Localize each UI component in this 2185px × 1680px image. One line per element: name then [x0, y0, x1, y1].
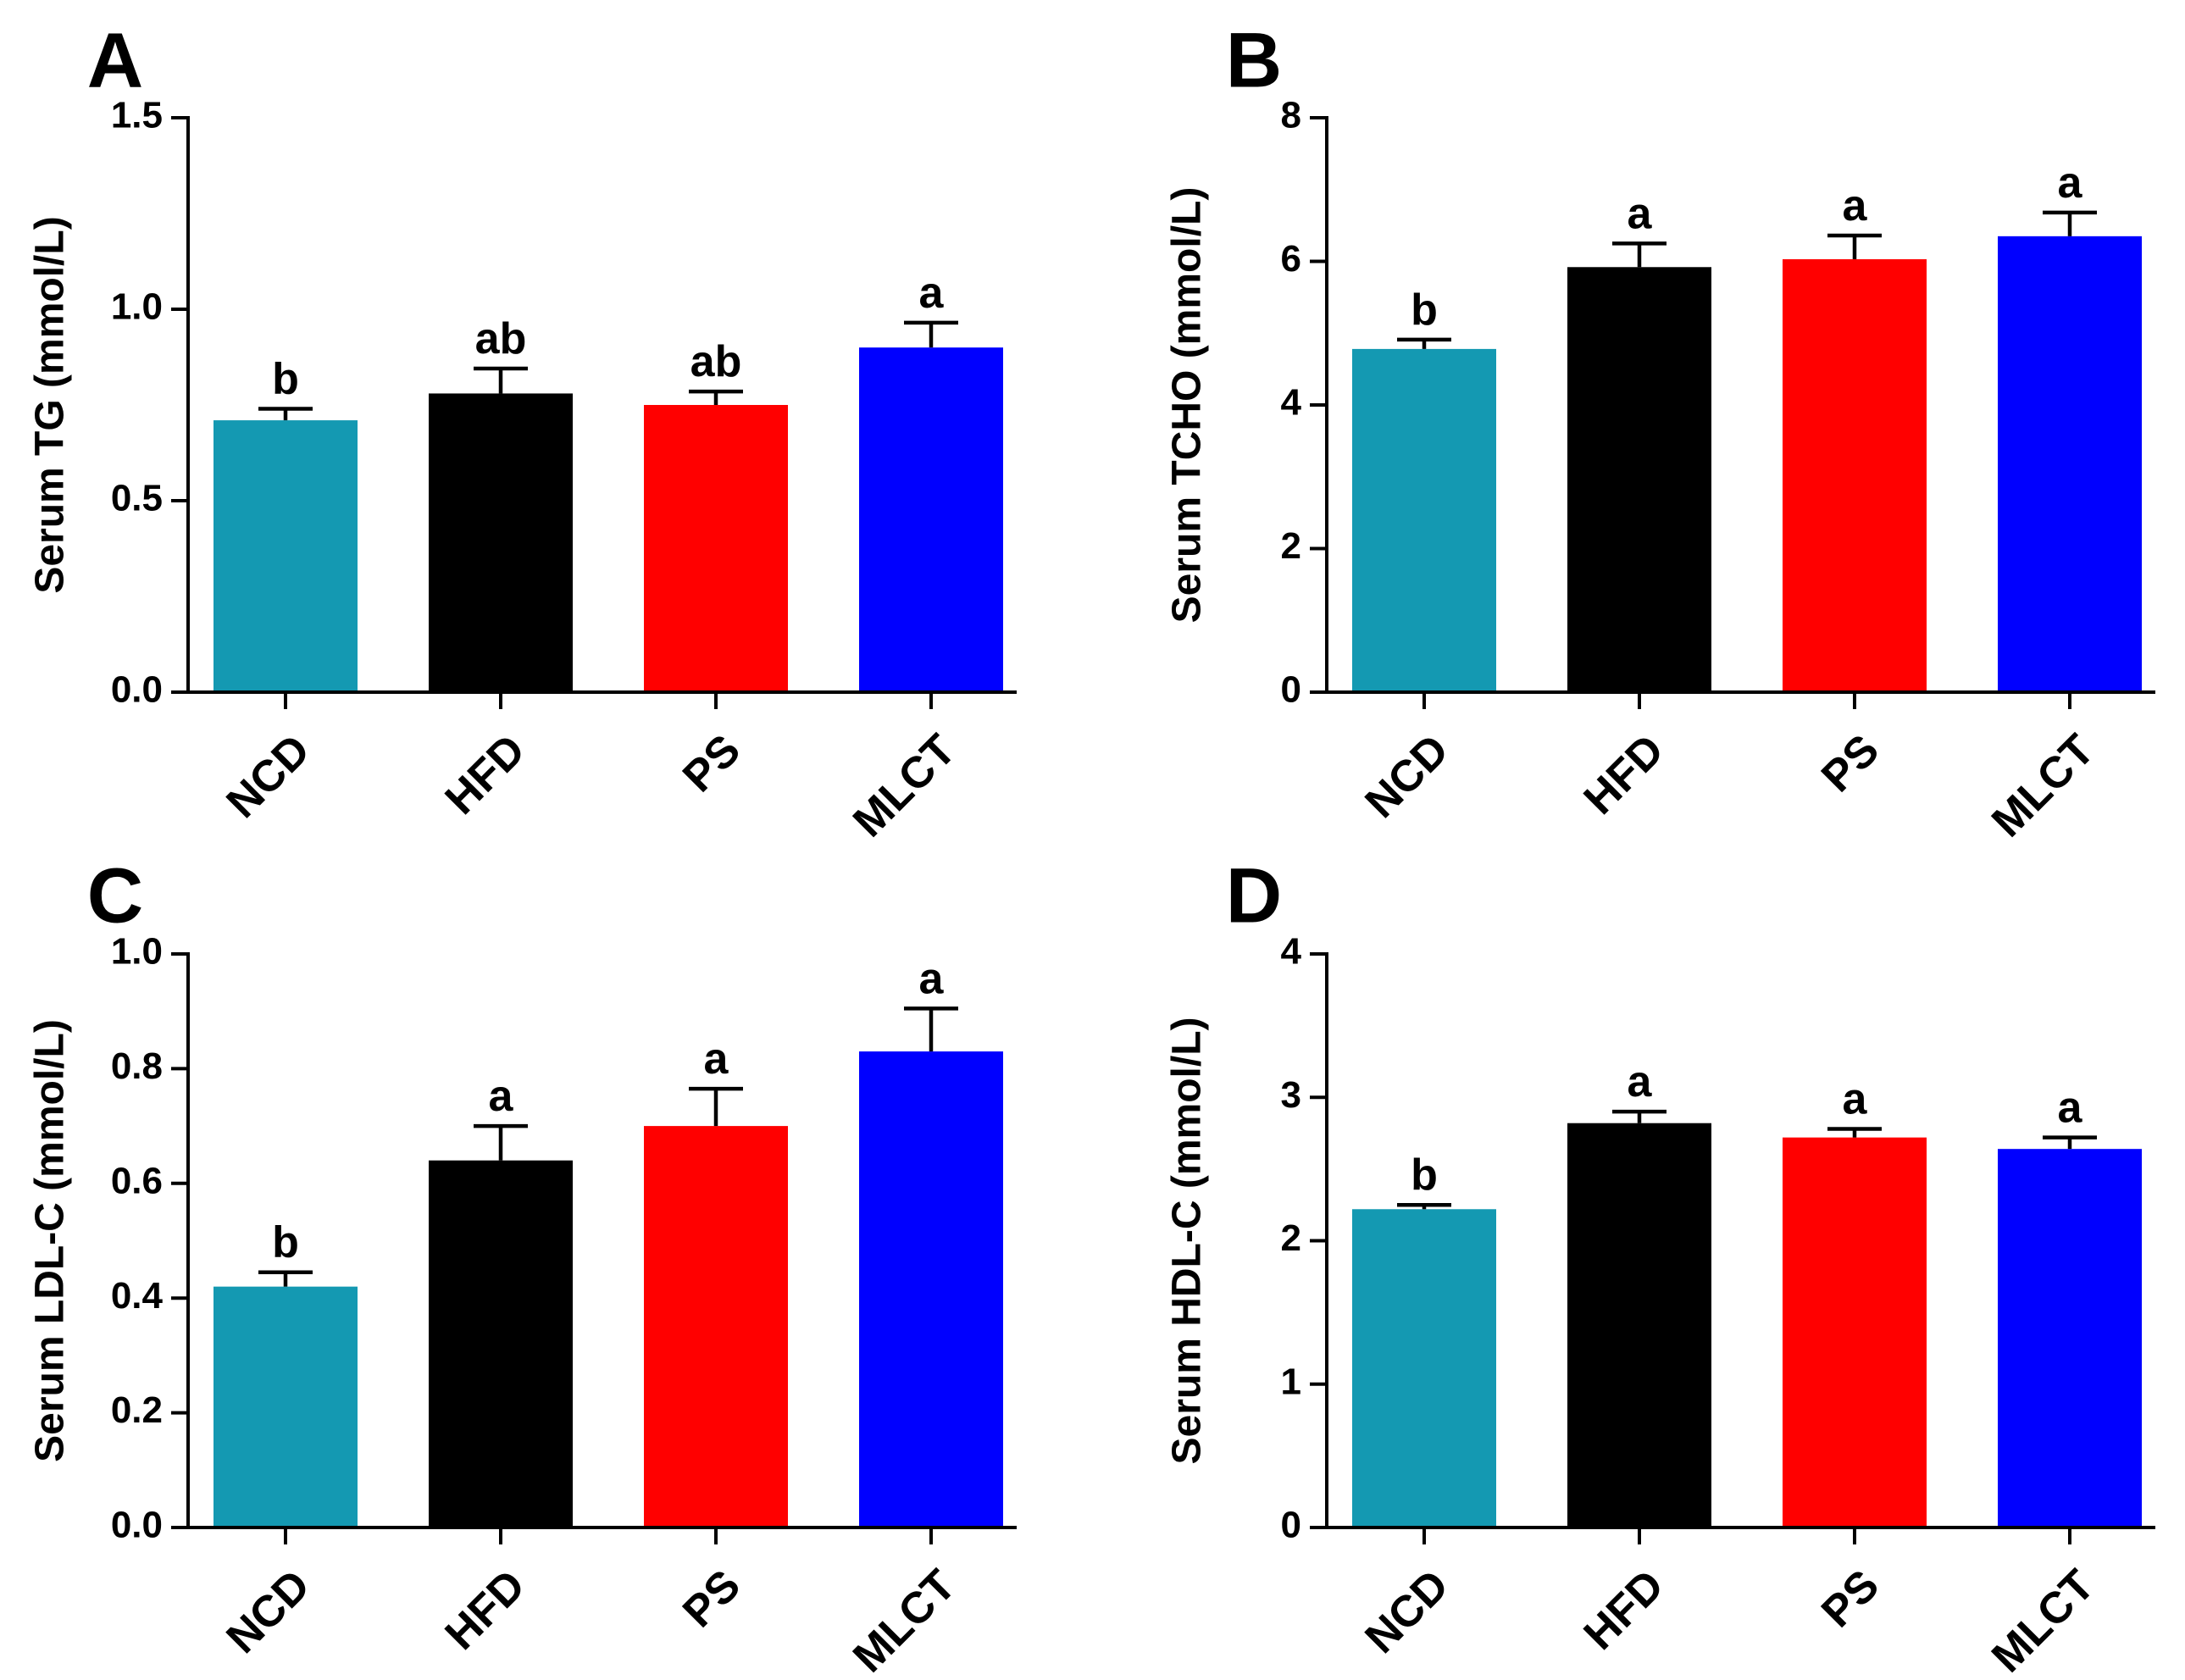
significance-label-ps: a: [1843, 1074, 1868, 1123]
y-tick-label: 2: [1281, 1217, 1301, 1259]
y-tick-label: 0.0: [111, 1505, 163, 1546]
bar-ncd: [1352, 348, 1496, 692]
x-tick-label-ncd: NCD: [1356, 1561, 1459, 1663]
significance-label-mlct: a: [919, 954, 945, 1003]
significance-label-hfd: a: [1628, 1057, 1653, 1106]
y-tick-label: 2: [1281, 525, 1301, 567]
x-tick-label-hfd: HFD: [1575, 725, 1674, 824]
bar-hfd: [1567, 267, 1711, 692]
y-tick-label: 0: [1281, 669, 1301, 711]
x-tick-label-ncd: NCD: [218, 725, 320, 828]
y-axis-label: Serum HDL-C (mmol/L): [1165, 1017, 1210, 1465]
significance-label-hfd: ab: [475, 314, 527, 363]
x-tick-label-mlct: MLCT: [844, 1561, 965, 1680]
y-tick-label: 8: [1281, 95, 1301, 136]
bar-mlct: [1998, 1149, 2142, 1528]
x-tick-label-mlct: MLCT: [1983, 725, 2104, 846]
significance-label-ncd: b: [272, 1218, 299, 1267]
y-tick-label: 3: [1281, 1074, 1301, 1116]
bar-hfd: [429, 393, 573, 692]
bar-ps: [644, 405, 788, 692]
x-tick-label-ncd: NCD: [218, 1561, 320, 1663]
panel-letter: C: [87, 852, 143, 939]
x-tick-label-hfd: HFD: [436, 725, 535, 824]
bar-mlct: [1998, 236, 2142, 692]
x-tick-label-ps: PS: [674, 1561, 750, 1637]
y-tick-label: 1.0: [111, 286, 163, 328]
y-tick-label: 0.6: [111, 1160, 163, 1201]
significance-label-mlct: a: [2058, 1084, 2083, 1133]
y-tick-label: 0.2: [111, 1389, 163, 1431]
y-axis-label: Serum LDL-C (mmol/L): [28, 1019, 73, 1462]
significance-label-ps: a: [1843, 181, 1868, 230]
x-tick-label-mlct: MLCT: [1983, 1561, 2104, 1680]
panel-c: C Serum LDL-C (mmol/L) b NCD a HFD a PS a MLCT 0.0…: [28, 852, 1017, 1680]
x-tick-label-ps: PS: [1812, 725, 1888, 801]
y-tick-label: 0.0: [111, 669, 163, 711]
significance-label-ncd: b: [272, 355, 299, 404]
x-tick-label-ncd: NCD: [1356, 725, 1459, 828]
significance-label-mlct: a: [919, 269, 945, 318]
y-tick-label: 1.0: [111, 931, 163, 973]
y-tick-label: 0.4: [111, 1275, 164, 1317]
bar-ncd: [214, 420, 358, 692]
panel-letter: B: [1226, 17, 1282, 103]
y-tick-label: 0.5: [111, 478, 163, 519]
significance-label-hfd: a: [1628, 189, 1653, 238]
y-tick-label: 0: [1281, 1505, 1301, 1546]
panel-d: D Serum HDL-C (mmol/L) b NCD a HFD a PS a MLCT 0 1 2…: [1165, 852, 2155, 1680]
bar-ps: [644, 1126, 788, 1528]
significance-label-mlct: a: [2058, 158, 2083, 208]
panel-a: A Serum TG (mmol/L) b NCD ab HFD ab PS a MLCT 0.0 0…: [28, 17, 1017, 846]
significance-label-ps: ab: [690, 337, 742, 386]
significance-label-ps: a: [704, 1034, 729, 1084]
bar-ps: [1783, 258, 1927, 692]
significance-label-ncd: b: [1411, 286, 1438, 335]
x-tick-label-hfd: HFD: [436, 1561, 535, 1660]
x-tick-label-ps: PS: [674, 725, 750, 801]
significance-label-hfd: a: [489, 1072, 514, 1121]
y-tick-label: 4: [1281, 931, 1302, 973]
bar-ps: [1783, 1137, 1927, 1528]
y-tick-label: 6: [1281, 238, 1301, 280]
y-axis-label: Serum TCHO (mmol/L): [1165, 187, 1210, 624]
bar-mlct: [859, 347, 1003, 692]
significance-label-ncd: b: [1411, 1150, 1438, 1200]
panel-b: B Serum TCHO (mmol/L) b NCD a HFD a PS a MLCT 0 2 4 6…: [1165, 17, 2155, 846]
y-tick-label: 0.8: [111, 1045, 163, 1087]
y-tick-label: 1: [1281, 1361, 1301, 1402]
x-tick-label-ps: PS: [1812, 1561, 1888, 1637]
bar-ncd: [214, 1286, 358, 1528]
bar-ncd: [1352, 1209, 1496, 1528]
y-axis-label: Serum TG (mmol/L): [28, 216, 73, 593]
x-tick-label-hfd: HFD: [1575, 1561, 1674, 1660]
panel-letter: A: [87, 17, 143, 103]
bar-hfd: [1567, 1123, 1711, 1528]
y-tick-label: 4: [1281, 382, 1302, 424]
bar-hfd: [429, 1160, 573, 1528]
bar-mlct: [859, 1051, 1003, 1528]
x-tick-label-mlct: MLCT: [844, 725, 965, 846]
y-tick-label: 1.5: [111, 95, 163, 136]
panel-letter: D: [1226, 852, 1282, 939]
